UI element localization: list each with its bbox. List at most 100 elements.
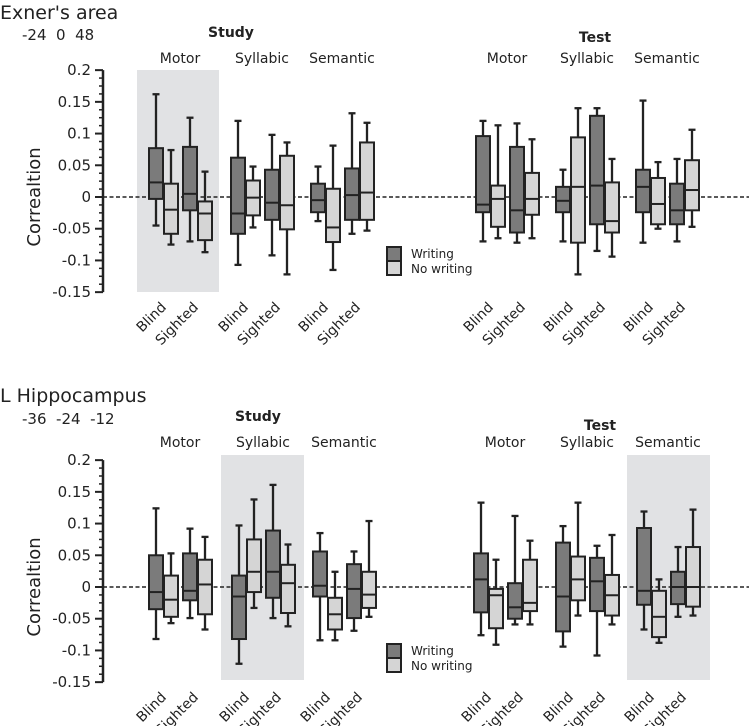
box-iqr [265,529,281,599]
box-sighted-no-writing [359,121,375,232]
box-blind-writing [473,501,489,637]
category-label: Motor [160,435,201,451]
coordinates-label: -24 0 48 [22,26,94,44]
box-blind-no-writing [570,107,586,276]
box-iqr [589,556,605,613]
box-blind-writing [475,119,491,243]
legend-swatch-no-writing [386,657,402,673]
box-blind-writing [635,99,651,244]
box-blind-no-writing [245,165,261,229]
box-sighted-no-writing [279,141,295,276]
box-iqr [279,154,295,231]
y-tick-label: 0.15 [58,93,91,111]
category-label: Motor [160,51,201,67]
box-blind-no-writing [570,501,586,617]
box-blind-no-writing [327,570,343,642]
box-iqr [650,176,666,226]
box-iqr [490,184,506,228]
chart-title: Exner's area [0,2,118,24]
box-blind-writing [231,524,247,665]
box-sighted-writing [509,122,525,244]
legend-swatch-no-writing [386,260,402,276]
box-blind-no-writing [246,498,262,610]
y-tick-label: -0.05 [52,610,91,628]
box-iqr [570,136,586,244]
box-blind-writing [310,165,326,223]
y-tick-label: -0.15 [52,673,91,691]
box-blind-no-writing [490,124,506,240]
y-tick-label: -0.15 [52,283,91,301]
coordinates-label: -36 -24 -12 [22,410,115,428]
box-sighted-writing [346,550,362,632]
category-label: Semantic [635,435,701,451]
box-iqr [522,558,538,613]
category-label: Motor [485,435,526,451]
legend-swatch-writing [386,246,402,262]
box-iqr [636,527,652,606]
box-sighted-no-writing [684,128,700,228]
legend-swatch-writing [386,643,402,659]
box-blind-writing [555,168,571,243]
box-blind-writing [148,93,164,227]
y-axis-label: Correaltion [24,147,45,246]
chart-0: Exner's area -24 0 48 0.2 0.15 0.1 0.05 0 -0.05… [0,2,749,349]
box-sighted-no-writing [685,508,701,617]
box-blind-writing [555,524,571,648]
box-blind-no-writing [650,160,666,230]
legend-label-no-writing: No writing [411,262,472,276]
box-iqr [604,181,620,234]
box-sighted-no-writing [197,170,213,254]
box-blind-writing [312,531,328,642]
box-iqr [359,141,375,221]
box-sighted-writing [507,514,523,626]
y-tick-label: 0.2 [67,451,91,469]
box-iqr [635,168,651,214]
y-tick-label: -0.1 [62,251,91,269]
box-blind-writing [230,119,246,267]
panel-label-test: Test [584,418,617,434]
category-label: Syllabic [235,51,289,67]
box-sighted-writing [264,133,280,257]
y-tick-label: 0.15 [58,483,91,501]
box-blind-writing [636,510,652,631]
box-sighted-writing [182,116,198,243]
box-iqr [163,574,179,618]
category-label: Semantic [311,435,377,451]
box-iqr [312,550,328,598]
box-iqr [555,185,571,214]
chart-title: L Hippocampus [0,385,147,407]
box-blind-no-writing [163,552,179,625]
box-sighted-no-writing [197,535,213,631]
box-sighted-writing [344,112,360,235]
box-iqr [509,145,525,234]
box-iqr [507,582,523,620]
box-sighted-writing [182,527,198,620]
box-iqr [231,574,247,641]
box-iqr [325,187,341,244]
y-tick-label: 0.2 [67,61,91,79]
box-iqr [182,145,198,212]
y-tick-label: 0.1 [67,125,91,143]
y-tick-label: 0.05 [58,546,91,564]
box-iqr [230,156,246,235]
box-sighted-writing [669,157,685,243]
category-label: Syllabic [560,435,614,451]
panel-label-test: Test [579,30,612,46]
category-label: Semantic [634,51,700,67]
box-iqr [361,570,377,609]
panel-label-study: Study [208,25,254,41]
box-blind-writing [148,507,164,641]
box-blind-no-writing [651,578,667,644]
y-tick-label: 0.05 [58,156,91,174]
box-iqr [246,538,262,594]
box-sighted-no-writing [280,543,296,628]
y-tick-label: -0.05 [52,220,91,238]
category-label: Syllabic [560,51,614,67]
box-iqr [148,147,164,200]
box-sighted-no-writing [604,157,620,258]
box-blind-no-writing [325,144,341,272]
legend-label-writing: Writing [411,644,454,658]
